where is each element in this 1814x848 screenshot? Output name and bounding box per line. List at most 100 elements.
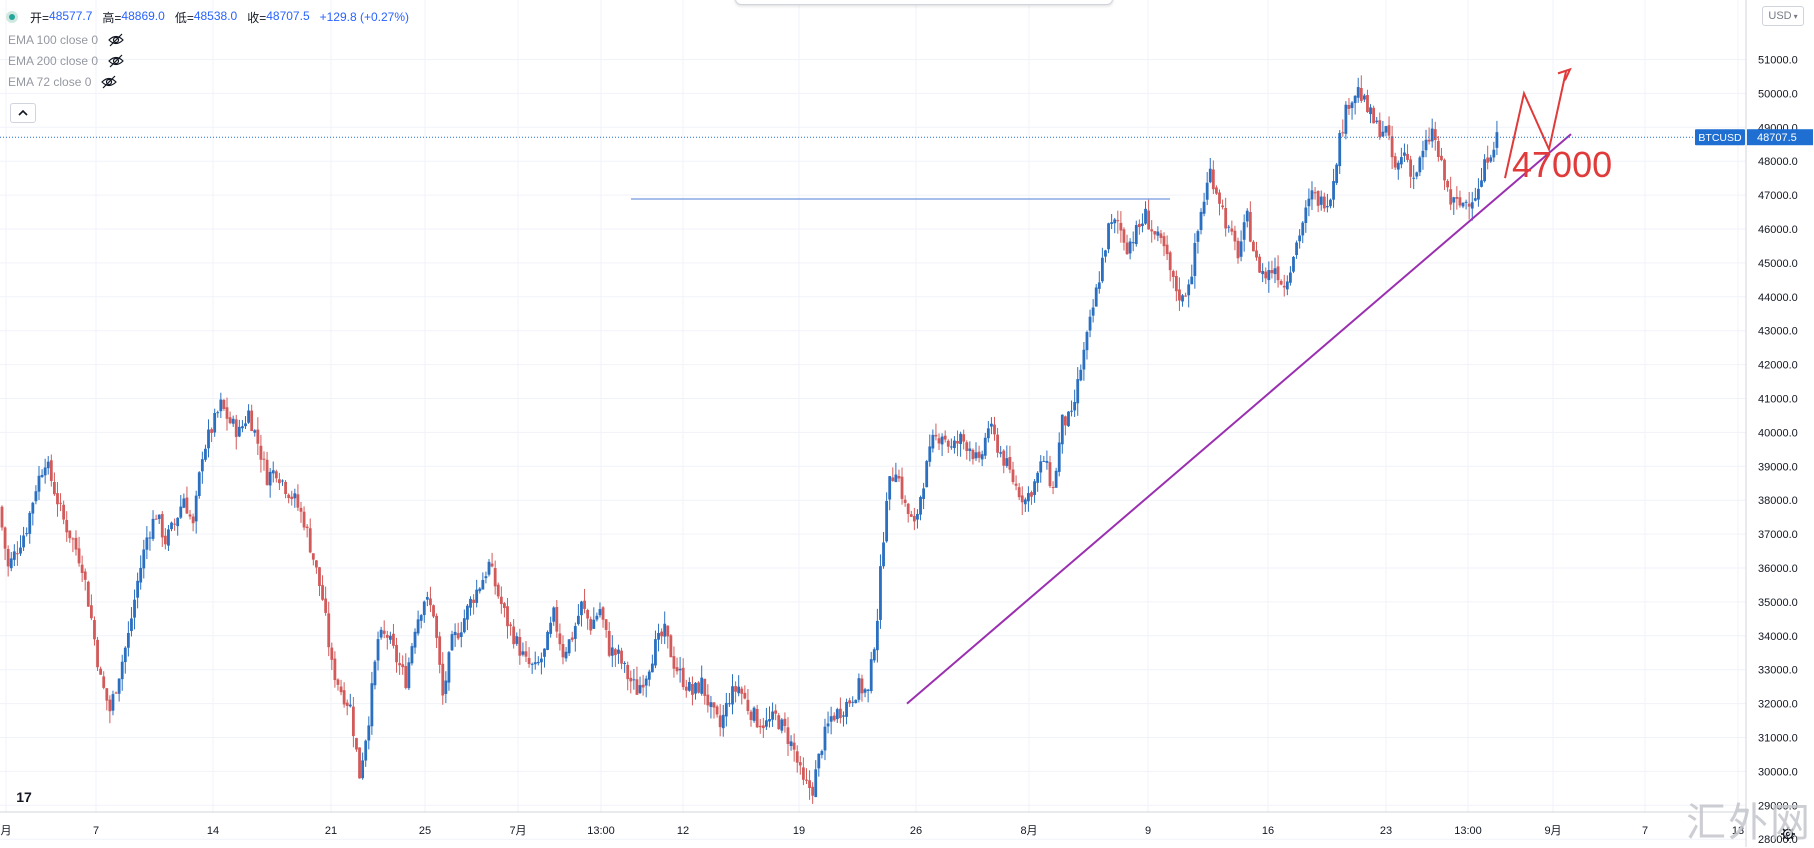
- candle-body: [1335, 164, 1339, 184]
- tradingview-logo-icon[interactable]: 17: [10, 786, 38, 808]
- candle-body: [845, 701, 848, 717]
- candle: [811, 782, 815, 804]
- candle: [549, 616, 553, 638]
- hidden-eye-icon[interactable]: [108, 53, 124, 69]
- candle-body: [74, 537, 78, 550]
- candle: [1174, 270, 1178, 302]
- candle: [1193, 233, 1197, 289]
- candle-body: [96, 639, 99, 668]
- candle-body: [546, 631, 549, 650]
- candle: [765, 707, 768, 730]
- candle-body: [1412, 177, 1416, 179]
- candle: [324, 586, 328, 616]
- candle: [1335, 162, 1339, 186]
- candle-body: [663, 623, 667, 637]
- candle-body: [943, 435, 947, 440]
- hidden-eye-icon[interactable]: [108, 32, 124, 48]
- candle-body: [1350, 102, 1354, 109]
- candle-body: [126, 632, 130, 648]
- toolbar-tab[interactable]: [735, 0, 1113, 5]
- candle: [1356, 77, 1360, 103]
- candle: [126, 621, 130, 657]
- candle-body: [459, 632, 463, 637]
- indicator-ema-100[interactable]: EMA 100 close 0: [8, 31, 124, 49]
- candle: [348, 693, 352, 708]
- candle-body: [182, 498, 186, 508]
- candle: [1310, 181, 1314, 211]
- candle: [687, 677, 691, 692]
- candle-body: [1178, 289, 1181, 301]
- candle-body: [875, 620, 879, 651]
- candle-body: [388, 635, 392, 640]
- candle: [219, 392, 223, 418]
- candle-body: [613, 649, 617, 656]
- candle-body: [314, 560, 318, 568]
- projection-arrowhead: [1557, 67, 1572, 81]
- candle-body: [518, 637, 522, 656]
- candle: [1483, 154, 1486, 183]
- candle-body: [1181, 295, 1184, 302]
- candle: [530, 662, 534, 674]
- candle-body: [142, 549, 146, 569]
- candle-body: [780, 719, 784, 731]
- candle-body: [795, 751, 799, 763]
- candle-body: [1452, 197, 1456, 203]
- candle-body: [1248, 211, 1252, 242]
- candle: [617, 644, 620, 664]
- candle-body: [151, 518, 155, 539]
- gear-icon[interactable]: [1780, 826, 1796, 842]
- candle-body: [222, 400, 226, 409]
- candle-body: [284, 481, 287, 495]
- candle-body: [219, 399, 223, 412]
- last-price-label: 48707.5: [1757, 132, 1797, 144]
- candle-body: [968, 448, 972, 451]
- candle: [1227, 224, 1231, 233]
- candle-body: [765, 720, 768, 727]
- candle: [117, 678, 121, 702]
- hidden-eye-icon[interactable]: [101, 74, 118, 90]
- candle-body: [986, 428, 990, 439]
- candle: [1002, 449, 1006, 474]
- candle: [83, 568, 87, 591]
- indicator-ema-200[interactable]: EMA 200 close 0: [8, 52, 124, 70]
- candle: [1239, 230, 1243, 262]
- candle: [290, 490, 294, 506]
- candle-body: [1375, 120, 1379, 123]
- candle-body: [644, 678, 648, 686]
- currency-selector[interactable]: USD ▾: [1762, 6, 1804, 26]
- candle-body: [1162, 236, 1166, 247]
- collapse-legend-button[interactable]: [10, 103, 36, 123]
- candle: [490, 552, 494, 568]
- candle: [1030, 490, 1033, 505]
- candle: [968, 441, 972, 462]
- candle: [768, 706, 771, 728]
- candle: [1384, 125, 1388, 137]
- candle-body: [1205, 182, 1209, 200]
- candle-body: [959, 433, 962, 445]
- candle-body: [805, 779, 808, 781]
- candle-body: [1199, 211, 1203, 231]
- candle-body: [647, 671, 651, 680]
- candle-body: [1027, 493, 1030, 502]
- candle: [752, 706, 756, 723]
- indicator-label: EMA 100 close 0: [8, 33, 99, 47]
- time-tick-label: 月: [1, 825, 12, 837]
- candle-body: [1381, 131, 1385, 137]
- candle-body: [583, 600, 586, 609]
- candle-body: [1116, 220, 1120, 222]
- high-value: 48869.0: [121, 8, 165, 23]
- candle: [367, 716, 371, 750]
- candle-body: [324, 598, 328, 613]
- candle: [1073, 389, 1077, 417]
- indicator-ema-72[interactable]: EMA 72 close 0: [8, 73, 118, 91]
- candle-body: [379, 629, 383, 638]
- candle-body: [1165, 244, 1169, 255]
- candle-body: [130, 618, 133, 632]
- candle: [629, 670, 633, 694]
- candle: [919, 495, 922, 521]
- candle-body: [1436, 141, 1440, 157]
- candle: [1091, 299, 1095, 323]
- candle-body: [1461, 202, 1465, 207]
- candle: [1477, 178, 1480, 207]
